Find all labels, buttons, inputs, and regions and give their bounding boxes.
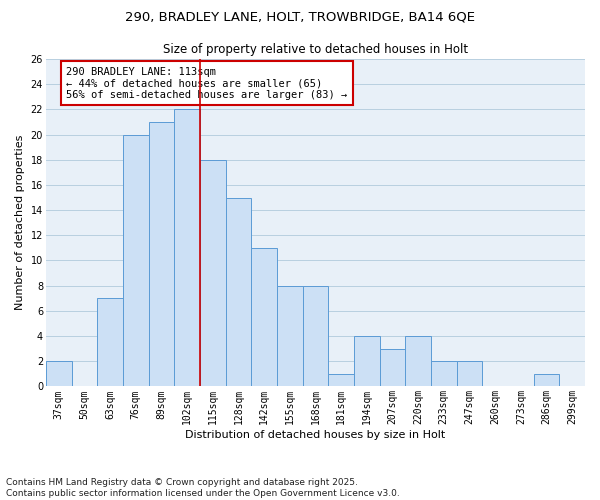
Bar — [431, 361, 457, 386]
Bar — [277, 286, 302, 386]
Bar — [457, 361, 482, 386]
Text: Contains HM Land Registry data © Crown copyright and database right 2025.
Contai: Contains HM Land Registry data © Crown c… — [6, 478, 400, 498]
Bar — [354, 336, 380, 386]
Bar — [405, 336, 431, 386]
Bar — [251, 248, 277, 386]
Bar — [174, 110, 200, 386]
Bar — [149, 122, 174, 386]
Bar — [533, 374, 559, 386]
Text: 290, BRADLEY LANE, HOLT, TROWBRIDGE, BA14 6QE: 290, BRADLEY LANE, HOLT, TROWBRIDGE, BA1… — [125, 10, 475, 23]
X-axis label: Distribution of detached houses by size in Holt: Distribution of detached houses by size … — [185, 430, 446, 440]
Y-axis label: Number of detached properties: Number of detached properties — [15, 135, 25, 310]
Bar — [302, 286, 328, 386]
Bar — [380, 348, 405, 387]
Title: Size of property relative to detached houses in Holt: Size of property relative to detached ho… — [163, 44, 468, 57]
Bar — [226, 198, 251, 386]
Bar — [97, 298, 123, 386]
Bar — [328, 374, 354, 386]
Bar — [46, 361, 71, 386]
Bar — [200, 160, 226, 386]
Text: 290 BRADLEY LANE: 113sqm
← 44% of detached houses are smaller (65)
56% of semi-d: 290 BRADLEY LANE: 113sqm ← 44% of detach… — [67, 66, 347, 100]
Bar — [123, 134, 149, 386]
